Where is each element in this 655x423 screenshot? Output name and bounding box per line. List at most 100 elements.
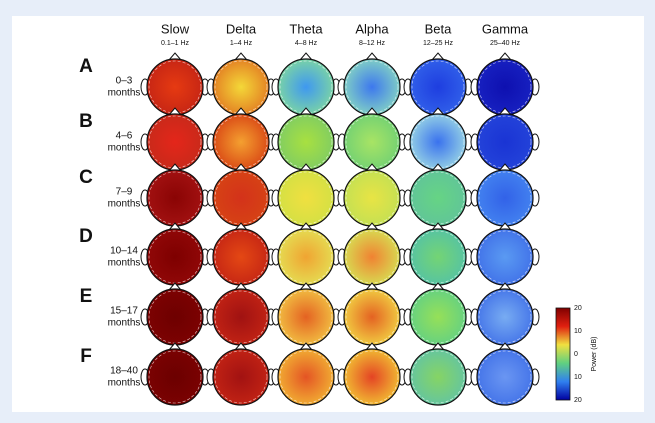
nose [168,222,182,231]
column-title: Slow [161,21,190,36]
colorbar-tick-label: 0 [574,351,578,358]
scalp-map [277,288,335,346]
nose [168,52,182,61]
nose [234,52,248,61]
row-letter: F [80,346,92,367]
row-age: 4–6 [116,131,133,142]
row-age: months [108,258,141,269]
nose [168,342,182,351]
scalp-map [476,169,534,227]
row-age: 15–17 [110,306,138,317]
nose [431,222,445,231]
scalp-map [212,58,270,116]
nose [431,282,445,291]
row-age: 7–9 [116,187,133,198]
scalp-map [212,228,270,286]
scalp-map [409,169,467,227]
nose [299,163,313,172]
nose [365,222,379,231]
column-title: Beta [425,21,453,36]
row-age: months [108,143,141,154]
scalp-outline [411,350,465,404]
nose [498,163,512,172]
scalp-map [146,169,204,227]
column-range: 25–40 Hz [490,40,520,47]
row-letter: E [80,286,93,307]
nose [431,342,445,351]
scalp-map [277,113,335,171]
nose [431,52,445,61]
colorbar-tick-label: 20 [574,397,582,404]
row-letter: B [79,111,93,132]
scalp-map [409,228,467,286]
scalp-map [212,348,270,406]
column-range: 0.1–1 Hz [161,40,190,47]
nose [299,222,313,231]
row-age: months [108,318,141,329]
row-age: 10–14 [110,246,138,257]
scalp-map [146,113,204,171]
nose [234,163,248,172]
nose [299,282,313,291]
column-title: Gamma [482,21,529,36]
nose [365,52,379,61]
scalp-map [212,169,270,227]
nose [299,52,313,61]
scalp-map [476,58,534,116]
column-title: Delta [226,21,257,36]
scalp-map [146,58,204,116]
column-range: 12–25 Hz [423,40,453,47]
column-range: 8–12 Hz [359,40,386,47]
scalp-outline [478,350,532,404]
nose [365,163,379,172]
nose [498,107,512,116]
scalp-map [476,348,534,406]
scalp-map [343,228,401,286]
nose [168,282,182,291]
nose [168,107,182,116]
scalp-map [409,58,467,116]
nose [365,282,379,291]
row-letter: C [79,167,93,188]
nose [498,342,512,351]
column-range: 1–4 Hz [230,40,253,47]
scalp-map [343,169,401,227]
scalp-map [212,113,270,171]
row-letter: A [79,56,93,77]
scalp-map [409,348,467,406]
scalp-map [277,58,335,116]
colorbar [555,307,571,401]
nose [168,163,182,172]
row-age: months [108,199,141,210]
colorbar-tick-label: 20 [574,305,582,312]
scalp-map [476,113,534,171]
scalp-map [476,288,534,346]
colorbar-tick-label: 10 [574,328,582,335]
scalp-map [409,113,467,171]
row-age: 0–3 [116,76,133,87]
row-age: 18–40 [110,366,138,377]
nose [431,107,445,116]
nose [498,222,512,231]
nose [365,342,379,351]
nose [431,163,445,172]
nose [234,282,248,291]
nose [299,342,313,351]
scalp-outline [279,350,333,404]
scalp-map [277,348,335,406]
column-range: 4–8 Hz [295,40,318,47]
scalp-map [343,288,401,346]
column-title: Alpha [355,21,389,36]
colorbar-tick-label: 10 [574,374,582,381]
scalp-map [343,113,401,171]
scalp-map [343,58,401,116]
column-title: Theta [289,21,323,36]
scalp-map [409,288,467,346]
scalp-outline [148,350,202,404]
scalp-map [146,228,204,286]
nose [234,222,248,231]
scalp-map [146,348,204,406]
scalp-map [146,288,204,346]
scalp-map [212,288,270,346]
